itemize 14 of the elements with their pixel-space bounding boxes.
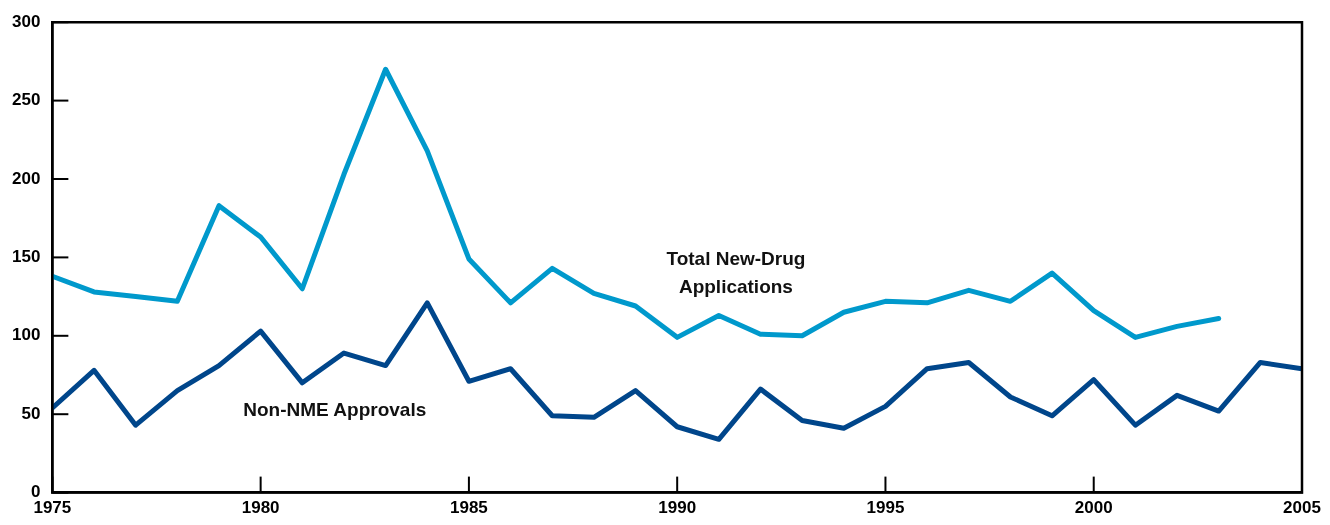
y-tick-label: 200 (11, 168, 41, 188)
x-tick-label: 1980 (241, 498, 280, 518)
x-tick-label: 2005 (1283, 498, 1321, 518)
x-tick-label: 2000 (1074, 498, 1113, 518)
y-tick-label: 150 (11, 247, 41, 267)
x-tick-label: 1995 (866, 498, 905, 518)
y-tick-label: 50 (21, 403, 41, 423)
x-tick-label: 1990 (658, 498, 697, 518)
y-tick-label: 250 (11, 90, 41, 110)
y-tick-label: 300 (11, 11, 41, 31)
text: Non-NME Approvals (243, 398, 427, 420)
series-label: Total New-Drug Applications (666, 248, 806, 298)
x-tick-label: 1985 (450, 498, 488, 518)
y-tick-label: 100 (11, 325, 41, 345)
